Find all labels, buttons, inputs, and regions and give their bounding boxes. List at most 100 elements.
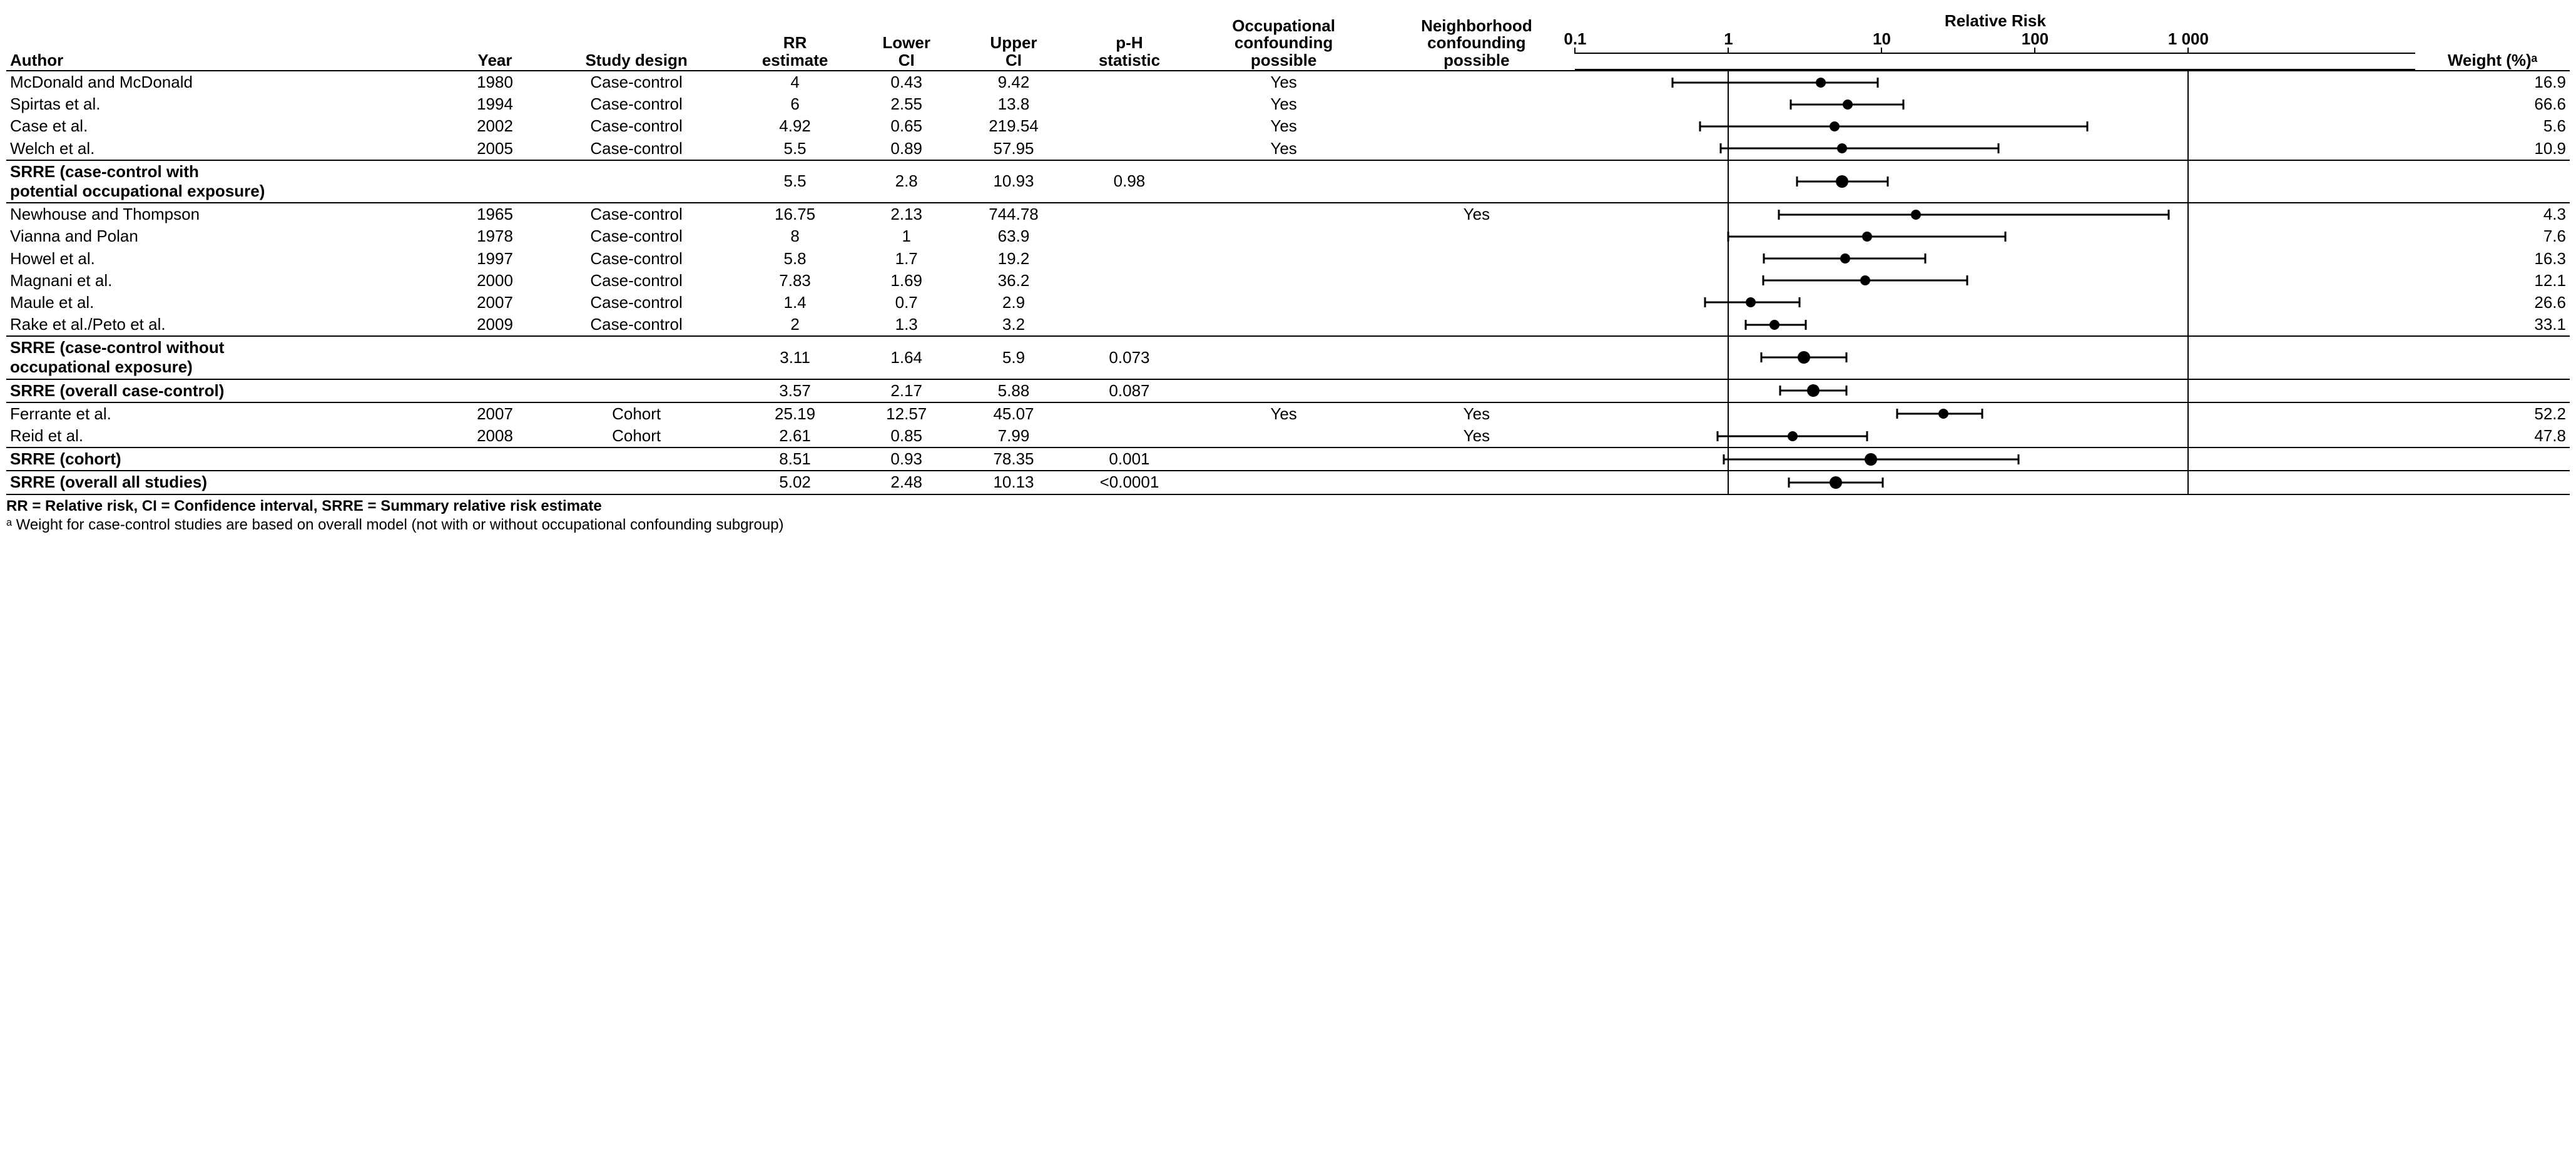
cell-ph — [1069, 248, 1189, 270]
cell-neigh — [1378, 379, 1575, 402]
cell-ph — [1069, 93, 1189, 115]
study-row: Case et al.2002Case-control4.920.65219.5… — [6, 115, 2570, 137]
cell-rr: 4.92 — [735, 115, 855, 137]
cell-occ — [1189, 248, 1378, 270]
cell-design: Case-control — [538, 115, 735, 137]
cell-weight: 5.6 — [2415, 115, 2570, 137]
forest-plot-cell — [1575, 93, 2415, 115]
cell-uci: 5.88 — [958, 379, 1069, 402]
cell-design: Case-control — [538, 93, 735, 115]
cell-lci: 0.43 — [855, 71, 958, 93]
cell-uci: 7.99 — [958, 425, 1069, 447]
cell-occ — [1189, 160, 1378, 203]
cell-neigh — [1378, 314, 1575, 336]
cell-weight — [2415, 447, 2570, 471]
cell-neigh — [1378, 471, 1575, 494]
cell-rr: 4 — [735, 71, 855, 93]
cell-uci: 5.9 — [958, 336, 1069, 379]
cell-year: 2005 — [452, 138, 538, 160]
forest-table: Author Year Study design RRestimate Lowe… — [6, 13, 2570, 495]
cell-author: SRRE (overall case-control) — [6, 379, 452, 402]
cell-rr: 5.5 — [735, 160, 855, 203]
cell-weight — [2415, 379, 2570, 402]
cell-design: Case-control — [538, 314, 735, 336]
cell-occ — [1189, 225, 1378, 247]
cell-weight: 16.3 — [2415, 248, 2570, 270]
cell-weight — [2415, 471, 2570, 494]
cell-occ: Yes — [1189, 115, 1378, 137]
forest-plot-cell — [1575, 270, 2415, 292]
cell-occ: Yes — [1189, 93, 1378, 115]
forest-plot-cell — [1575, 471, 2415, 494]
cell-lci: 2.8 — [855, 160, 958, 203]
forest-plot-cell — [1575, 225, 2415, 247]
cell-rr: 6 — [735, 93, 855, 115]
cell-year — [452, 160, 538, 203]
cell-author: Spirtas et al. — [6, 93, 452, 115]
cell-ph — [1069, 425, 1189, 447]
cell-author: McDonald and McDonald — [6, 71, 452, 93]
cell-neigh — [1378, 292, 1575, 314]
cell-occ: Yes — [1189, 402, 1378, 425]
cell-ph — [1069, 292, 1189, 314]
cell-uci: 2.9 — [958, 292, 1069, 314]
summary-row: SRRE (overall all studies)5.022.4810.13<… — [6, 471, 2570, 494]
cell-occ: Yes — [1189, 71, 1378, 93]
cell-author: SRRE (case-control withpotential occupat… — [6, 160, 452, 203]
study-row: Spirtas et al.1994Case-control62.5513.8Y… — [6, 93, 2570, 115]
cell-occ — [1189, 379, 1378, 402]
cell-design: Case-control — [538, 270, 735, 292]
cell-author: Case et al. — [6, 115, 452, 137]
cell-neigh — [1378, 225, 1575, 247]
cell-neigh — [1378, 71, 1575, 93]
cell-lci: 1.69 — [855, 270, 958, 292]
cell-lci: 12.57 — [855, 402, 958, 425]
cell-ph — [1069, 203, 1189, 225]
cell-uci: 19.2 — [958, 248, 1069, 270]
cell-author: Ferrante et al. — [6, 402, 452, 425]
cell-weight: 26.6 — [2415, 292, 2570, 314]
cell-neigh — [1378, 93, 1575, 115]
cell-neigh — [1378, 336, 1575, 379]
hdr-lci: LowerCI — [855, 13, 958, 71]
cell-year: 1965 — [452, 203, 538, 225]
forest-plot-cell — [1575, 425, 2415, 447]
forest-plot-cell — [1575, 402, 2415, 425]
cell-author: SRRE (case-control withoutoccupational e… — [6, 336, 452, 379]
cell-neigh — [1378, 115, 1575, 137]
table-body: McDonald and McDonald1980Case-control40.… — [6, 71, 2570, 495]
cell-author: Magnani et al. — [6, 270, 452, 292]
cell-ph — [1069, 225, 1189, 247]
cell-ph — [1069, 71, 1189, 93]
cell-rr: 2 — [735, 314, 855, 336]
hdr-author: Author — [6, 13, 452, 71]
cell-occ — [1189, 447, 1378, 471]
cell-design: Case-control — [538, 71, 735, 93]
cell-design: Cohort — [538, 425, 735, 447]
cell-uci: 36.2 — [958, 270, 1069, 292]
cell-ph: 0.087 — [1069, 379, 1189, 402]
cell-rr: 3.57 — [735, 379, 855, 402]
cell-neigh — [1378, 248, 1575, 270]
cell-design: Case-control — [538, 225, 735, 247]
study-row: Rake et al./Peto et al.2009Case-control2… — [6, 314, 2570, 336]
study-row: Maule et al.2007Case-control1.40.72.926.… — [6, 292, 2570, 314]
cell-author: Vianna and Polan — [6, 225, 452, 247]
cell-ph — [1069, 138, 1189, 160]
cell-rr: 5.02 — [735, 471, 855, 494]
hdr-ph: p-Hstatistic — [1069, 13, 1189, 71]
cell-design — [538, 447, 735, 471]
cell-year: 2000 — [452, 270, 538, 292]
summary-row: SRRE (cohort)8.510.9378.350.001 — [6, 447, 2570, 471]
study-row: Vianna and Polan1978Case-control8163.97.… — [6, 225, 2570, 247]
cell-weight: 47.8 — [2415, 425, 2570, 447]
header-row: Author Year Study design RRestimate Lowe… — [6, 13, 2570, 71]
cell-weight — [2415, 160, 2570, 203]
study-row: Howel et al.1997Case-control5.81.719.216… — [6, 248, 2570, 270]
cell-weight: 33.1 — [2415, 314, 2570, 336]
cell-author: SRRE (cohort) — [6, 447, 452, 471]
cell-uci: 45.07 — [958, 402, 1069, 425]
cell-occ — [1189, 270, 1378, 292]
cell-lci: 2.48 — [855, 471, 958, 494]
cell-ph — [1069, 270, 1189, 292]
